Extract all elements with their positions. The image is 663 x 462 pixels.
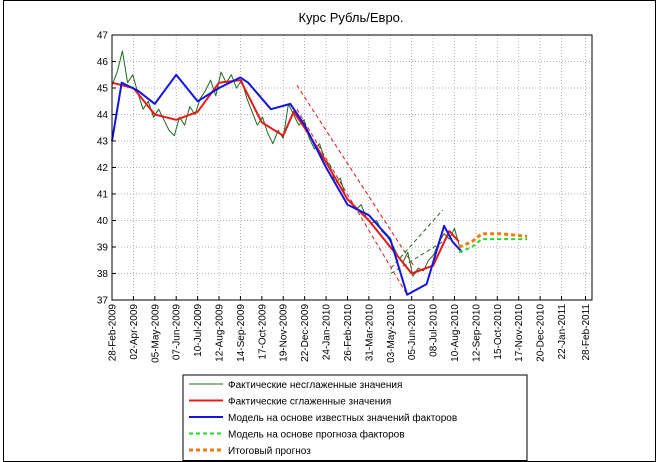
- y-tick-label: 38: [97, 269, 109, 280]
- series-line: [296, 85, 415, 266]
- x-tick-label: 07-Jun-2009: [172, 304, 183, 361]
- series-line: [296, 108, 408, 295]
- x-tick-label: 02-Apr-2009: [129, 304, 140, 360]
- y-tick-label: 37: [97, 296, 109, 307]
- legend-box: [182, 374, 528, 461]
- legend-label: Фактические сглаженные значения: [228, 397, 391, 408]
- x-tick-label: 19-Nov-2009: [279, 304, 290, 362]
- x-tick-label: 22-Jan-2011: [557, 304, 568, 360]
- series-line: [111, 79, 460, 275]
- chart-title: Курс Рубль/Евро.: [298, 10, 403, 25]
- legend-label: Модель на основе прогноза факторов: [228, 429, 405, 441]
- x-tick-label: 28-Feb-2009: [108, 304, 119, 362]
- x-tick-label: 10-Aug-2010: [450, 304, 461, 362]
- x-tick-label: 22-Dec-2009: [300, 304, 311, 362]
- y-tick-label: 47: [97, 31, 109, 42]
- axes-box: [111, 34, 593, 301]
- y-tick-label: 42: [97, 163, 109, 174]
- x-tick-label: 12-Sep-2010: [471, 304, 482, 362]
- x-tick-label: 03-May-2010: [386, 304, 397, 363]
- x-tick-label: 24-Jan-2010: [322, 304, 333, 361]
- x-tick-label: 08-Jul-2010: [429, 304, 440, 357]
- y-tick-label: 39: [97, 243, 109, 254]
- x-tick-label: 17-Oct-2009: [257, 304, 268, 360]
- y-tick-label: 41: [97, 190, 109, 201]
- series-line: [111, 73, 464, 296]
- legend-label: Модель на основе известных значений факт…: [228, 412, 457, 424]
- x-tick-label: 28-Feb-2011: [581, 304, 592, 361]
- x-tick-label: 31-Mar-2010: [364, 304, 375, 362]
- series-line: [390, 209, 444, 269]
- x-tick-label: 20-Dec-2010: [536, 304, 547, 362]
- x-tick-label: 10-Jul-2009: [193, 304, 204, 357]
- y-tick-label: 43: [97, 137, 109, 148]
- x-tick-label: 17-Nov-2010: [514, 304, 525, 362]
- legend-label: Итоговый прогноз: [228, 446, 311, 457]
- x-tick-label: 14-Sep-2009: [236, 304, 247, 362]
- series-line: [458, 238, 528, 254]
- x-tick-label: 05-Jun-2010: [407, 304, 418, 361]
- legend-label: Фактические несглаженные значения: [228, 380, 402, 391]
- y-tick-label: 45: [97, 84, 109, 95]
- x-tick-label: 26-Feb-2010: [343, 304, 354, 362]
- x-tick-label: 15-Oct-2010: [493, 304, 504, 360]
- y-tick-label: 46: [97, 57, 109, 68]
- y-tick-label: 44: [97, 110, 109, 121]
- series-line: [458, 232, 528, 249]
- x-tick-label: 05-May-2009: [150, 304, 161, 363]
- y-tick-label: 40: [97, 216, 109, 227]
- x-tick-label: 12-Aug-2009: [215, 304, 226, 362]
